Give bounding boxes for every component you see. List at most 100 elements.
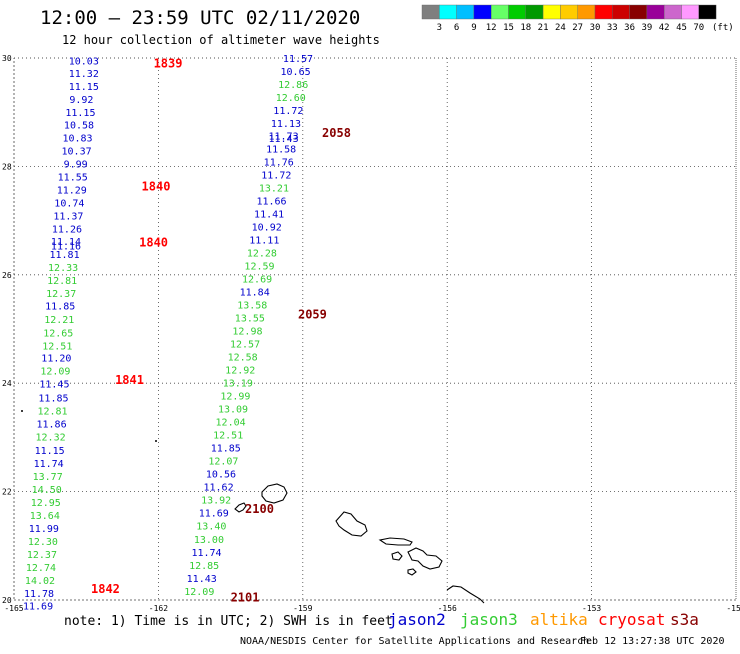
wave-height-value: 11.62	[204, 483, 234, 494]
wave-height-value: 11.69	[199, 509, 229, 520]
pass-time-label: 1840	[142, 179, 171, 193]
wave-height-value: 11.74	[34, 459, 64, 470]
legend-swatch	[439, 4, 457, 20]
legend-swatch	[646, 4, 665, 20]
wave-height-value: 11.72	[261, 171, 291, 182]
legend-swatch	[612, 4, 630, 20]
lon-tick-label: -162	[149, 604, 168, 613]
wave-height-value: 11.11	[249, 236, 279, 247]
wave-height-value: 12.51	[213, 431, 243, 442]
legend-swatch	[542, 4, 561, 20]
lat-lon-grid	[13, 57, 737, 601]
wave-height-value: 10.74	[54, 199, 84, 210]
wave-height-value: 12.33	[48, 263, 78, 274]
footnote: note: 1) Time is in UTC; 2) SWH is in fe…	[64, 614, 393, 629]
legend-tick-label: 6	[454, 23, 459, 33]
satellite-name-s3a: s3a	[670, 610, 699, 629]
wave-height-value: 10.65	[281, 67, 311, 78]
wave-height-value: 13.64	[30, 511, 60, 522]
wave-height-value: 12.04	[216, 418, 246, 429]
lon-tick-label: -156	[438, 604, 457, 613]
legend-swatch	[560, 4, 578, 20]
lanai-island	[391, 551, 403, 561]
wave-height-value: 11.15	[35, 446, 65, 457]
wave-height-value: 11.99	[29, 524, 59, 535]
lon-tick-label: -159	[293, 604, 312, 613]
wave-height-value: 12.99	[220, 392, 250, 403]
wave-height-value: 13.40	[196, 522, 226, 533]
legend-tick-label: 21	[538, 23, 549, 33]
wave-height-value: 12.59	[244, 262, 274, 273]
legend-swatch	[698, 4, 717, 20]
wave-height-value: 12.74	[26, 563, 56, 574]
wave-height-value: 12.57	[230, 340, 260, 351]
molokai-island	[378, 537, 413, 546]
satellite-name-altika: altika	[530, 610, 588, 629]
wave-height-value: 12.85	[189, 561, 219, 572]
wave-height-value: 11.41	[254, 210, 284, 221]
pass-time-label: 1840	[139, 235, 168, 249]
wave-height-value: 11.66	[256, 197, 286, 208]
wave-height-value: 11.43	[187, 574, 217, 585]
kahoolawe-island	[407, 568, 417, 576]
satellite-name-jason3: jason3	[460, 610, 518, 629]
wave-height-value: 14.50	[32, 485, 62, 496]
oahu-island	[335, 511, 368, 537]
wave-height-value: 13.21	[259, 184, 289, 195]
wave-height-value: 11.72	[273, 106, 303, 117]
wave-height-value: 11.85	[211, 444, 241, 455]
wave-height-value: 11.26	[52, 225, 82, 236]
map-frame	[13, 57, 737, 601]
map-subtitle: 12 hour collection of altimeter wave hei…	[62, 33, 380, 47]
legend-tick-label: 27	[572, 23, 583, 33]
hawaii-big-island	[446, 585, 485, 604]
wave-height-value: 11.86	[36, 419, 66, 430]
wave-height-value: 11.78	[24, 589, 54, 600]
wave-height-value: 11.43	[268, 134, 298, 145]
wave-height-value: 9.92	[69, 95, 93, 106]
lat-tick-label: 22	[2, 488, 12, 497]
wave-height-value: 11.32	[69, 69, 99, 80]
wave-height-value: 11.69	[23, 601, 53, 612]
wave-height-value: 14.02	[25, 576, 55, 587]
wave-height-value: 10.56	[206, 470, 236, 481]
wave-height-value: 11.14	[51, 237, 81, 248]
wave-height-value: 11.85	[45, 302, 75, 313]
wave-height-value: 11.55	[58, 173, 88, 184]
legend-swatch	[421, 4, 440, 20]
wave-height-value: 13.09	[218, 405, 248, 416]
wave-height-value: 13.55	[235, 314, 265, 325]
wave-height-value: 12.30	[28, 537, 58, 548]
wave-height-value: 10.58	[64, 121, 94, 132]
lat-tick-label: 30	[2, 54, 12, 63]
maui-island	[407, 547, 443, 570]
wave-height-value: 12.37	[27, 550, 57, 561]
wave-height-value: 11.20	[41, 354, 71, 365]
lon-tick-label: -153	[582, 604, 601, 613]
wave-height-value: 12.51	[42, 341, 72, 352]
legend-tick-label: 36	[624, 23, 635, 33]
legend-tick-label: 18	[520, 23, 531, 33]
legend-swatch	[594, 4, 613, 20]
lat-tick-label: 26	[2, 271, 12, 280]
pass-time-label: 2059	[298, 307, 327, 321]
wave-height-value: 13.58	[237, 301, 267, 312]
wave-height-value: 11.15	[69, 82, 99, 93]
wave-height-value: 12.86	[278, 80, 308, 91]
wave-height-value: 10.83	[62, 134, 92, 145]
wave-height-value: 12.81	[47, 276, 77, 287]
legend-swatch	[473, 4, 492, 20]
wave-height-value: 11.57	[283, 54, 313, 65]
wave-height-value: 12.69	[242, 275, 272, 286]
lat-tick-label: 20	[2, 596, 12, 605]
legend-tick-label: 12	[486, 23, 497, 33]
wave-height-value: 11.84	[240, 288, 270, 299]
wave-height-value: 12.32	[36, 432, 66, 443]
legend-swatch	[525, 4, 544, 20]
lon-tick-label: -150	[726, 604, 740, 613]
wave-height-value: 13.92	[201, 496, 231, 507]
pass-time-label: 2100	[245, 502, 274, 516]
wave-height-value: 10.03	[69, 57, 99, 68]
